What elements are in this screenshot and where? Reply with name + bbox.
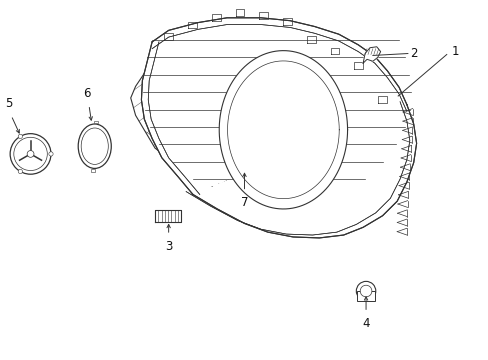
Circle shape <box>27 150 34 157</box>
Circle shape <box>356 282 375 301</box>
Circle shape <box>14 137 47 171</box>
Ellipse shape <box>78 124 111 168</box>
Circle shape <box>49 152 53 156</box>
Text: 6: 6 <box>83 87 91 100</box>
Bar <box>91 170 95 172</box>
Bar <box>94 121 98 123</box>
Circle shape <box>10 134 51 174</box>
Ellipse shape <box>81 128 108 165</box>
Text: 3: 3 <box>164 240 172 253</box>
Polygon shape <box>363 47 380 63</box>
Bar <box>155 210 181 221</box>
Ellipse shape <box>219 51 347 209</box>
Text: 5: 5 <box>5 98 13 111</box>
Text: 4: 4 <box>362 317 369 330</box>
Text: 2: 2 <box>409 47 416 60</box>
Circle shape <box>18 134 22 139</box>
Circle shape <box>18 169 22 174</box>
Polygon shape <box>130 61 364 216</box>
Text: 7: 7 <box>240 197 248 210</box>
FancyBboxPatch shape <box>357 291 374 301</box>
Circle shape <box>360 285 371 297</box>
Text: 1: 1 <box>451 45 458 58</box>
Polygon shape <box>141 18 416 238</box>
